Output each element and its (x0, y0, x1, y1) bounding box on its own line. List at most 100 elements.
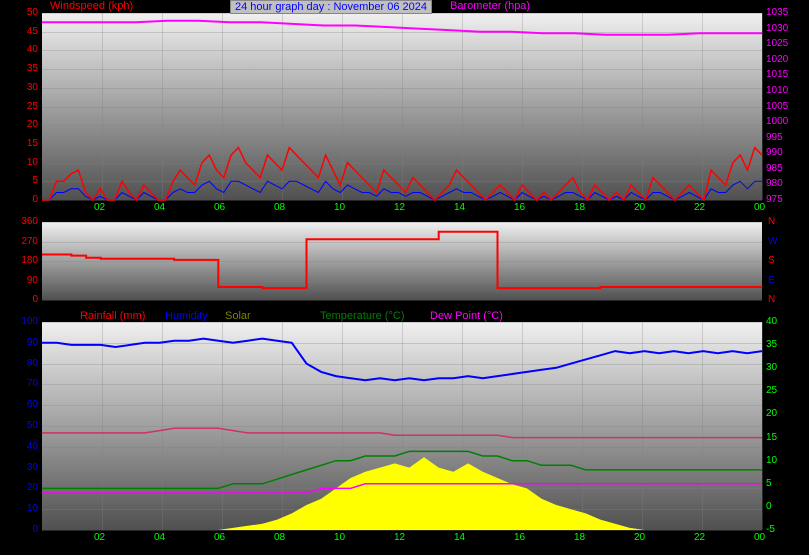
p3-ltick: 80 (27, 358, 38, 369)
p1-rtick: 995 (766, 132, 783, 143)
p2-ltick: 90 (27, 275, 38, 286)
p3-rtick: 5 (766, 478, 772, 489)
p3-ltick: 10 (27, 503, 38, 514)
p3-xtick: 18 (574, 532, 585, 543)
grid (582, 13, 583, 200)
p2-ltick: 0 (32, 294, 38, 305)
p1-xtick: 22 (694, 202, 705, 213)
p1-rtick: 1005 (766, 101, 788, 112)
p3-rtick: 40 (766, 316, 777, 327)
grid (702, 13, 703, 200)
p1-ltick: 10 (27, 157, 38, 168)
p3-xtick: 20 (634, 532, 645, 543)
p3-xtick: 22 (694, 532, 705, 543)
p3-rtick: 20 (766, 408, 777, 419)
grid (42, 300, 762, 301)
grid (702, 322, 703, 530)
p1-ltick: 35 (27, 63, 38, 74)
compass-label: W (768, 236, 807, 247)
p3-xtick: 06 (214, 532, 225, 543)
rainfall-label: Rainfall (mm) (80, 310, 145, 322)
grid (42, 261, 762, 262)
grid (402, 322, 403, 530)
p3-ltick: 0 (32, 524, 38, 535)
grid (342, 13, 343, 200)
grid (462, 322, 463, 530)
p3-ltick: 40 (27, 441, 38, 452)
p1-ltick: 20 (27, 119, 38, 130)
grid (282, 322, 283, 530)
p2-ltick: 270 (21, 236, 38, 247)
p1-rtick: 1020 (766, 54, 788, 65)
p1-xtick: 02 (94, 202, 105, 213)
p3-ltick: 20 (27, 482, 38, 493)
p3-xtick: 02 (94, 532, 105, 543)
grid (522, 13, 523, 200)
p3-rtick: 15 (766, 432, 777, 443)
compass-label: E (768, 275, 807, 286)
p1-xtick: 06 (214, 202, 225, 213)
grid (762, 322, 763, 530)
solar-label: Solar (225, 310, 251, 322)
p1-rtick: 1035 (766, 7, 788, 18)
p3-rtick: 30 (766, 362, 777, 373)
p3-rtick: 10 (766, 455, 777, 466)
p3-xtick: 12 (394, 532, 405, 543)
p3-xtick: 08 (274, 532, 285, 543)
grid (282, 13, 283, 200)
p1-rtick: 1015 (766, 69, 788, 80)
grid (42, 222, 762, 223)
p1-xtick: 12 (394, 202, 405, 213)
p1-rtick: 990 (766, 147, 783, 158)
p3-ltick: 60 (27, 399, 38, 410)
p1-ltick: 5 (32, 175, 38, 186)
p3-ltick: 90 (27, 337, 38, 348)
grid (222, 322, 223, 530)
p1-rtick: 1025 (766, 38, 788, 49)
p1-rtick: 1030 (766, 23, 788, 34)
grid (42, 530, 762, 531)
compass-label: N (768, 294, 807, 305)
p1-xtick: 04 (154, 202, 165, 213)
grid (342, 322, 343, 530)
compass-label: S (768, 255, 807, 266)
barometer-label: Barometer (hpa) (450, 0, 530, 12)
dew-label: Dew Point (°C) (430, 310, 503, 322)
p3-ltick: 50 (27, 420, 38, 431)
grid (582, 322, 583, 530)
grid (642, 13, 643, 200)
temp-label: Temperature (°C) (320, 310, 404, 322)
chart-title: 24 hour graph day : November 06 2024 (230, 0, 432, 14)
p3-xtick: 10 (334, 532, 345, 543)
p3-xtick: 16 (514, 532, 525, 543)
p1-xtick: 00 (754, 202, 765, 213)
p1-ltick: 45 (27, 26, 38, 37)
grid (642, 322, 643, 530)
p3-xtick: 04 (154, 532, 165, 543)
grid (42, 242, 762, 243)
grid (42, 200, 762, 201)
p1-xtick: 14 (454, 202, 465, 213)
grid (222, 13, 223, 200)
p1-xtick: 10 (334, 202, 345, 213)
p1-rtick: 980 (766, 178, 783, 189)
compass-label: N (768, 216, 807, 227)
grid (462, 13, 463, 200)
p1-xtick: 16 (514, 202, 525, 213)
humidity-label: Humidity (165, 310, 208, 322)
p3-rtick: 0 (766, 501, 772, 512)
p1-xtick: 08 (274, 202, 285, 213)
p3-rtick: -5 (766, 524, 775, 535)
p3-xtick: 14 (454, 532, 465, 543)
grid (162, 322, 163, 530)
p3-ltick: 30 (27, 462, 38, 473)
p1-xtick: 18 (574, 202, 585, 213)
grid (762, 13, 763, 200)
p1-rtick: 975 (766, 194, 783, 205)
p1-rtick: 1000 (766, 116, 788, 127)
p3-rtick: 25 (766, 385, 777, 396)
p1-ltick: 0 (32, 194, 38, 205)
p1-rtick: 985 (766, 163, 783, 174)
p3-rtick: 35 (766, 339, 777, 350)
p1-ltick: 25 (27, 101, 38, 112)
